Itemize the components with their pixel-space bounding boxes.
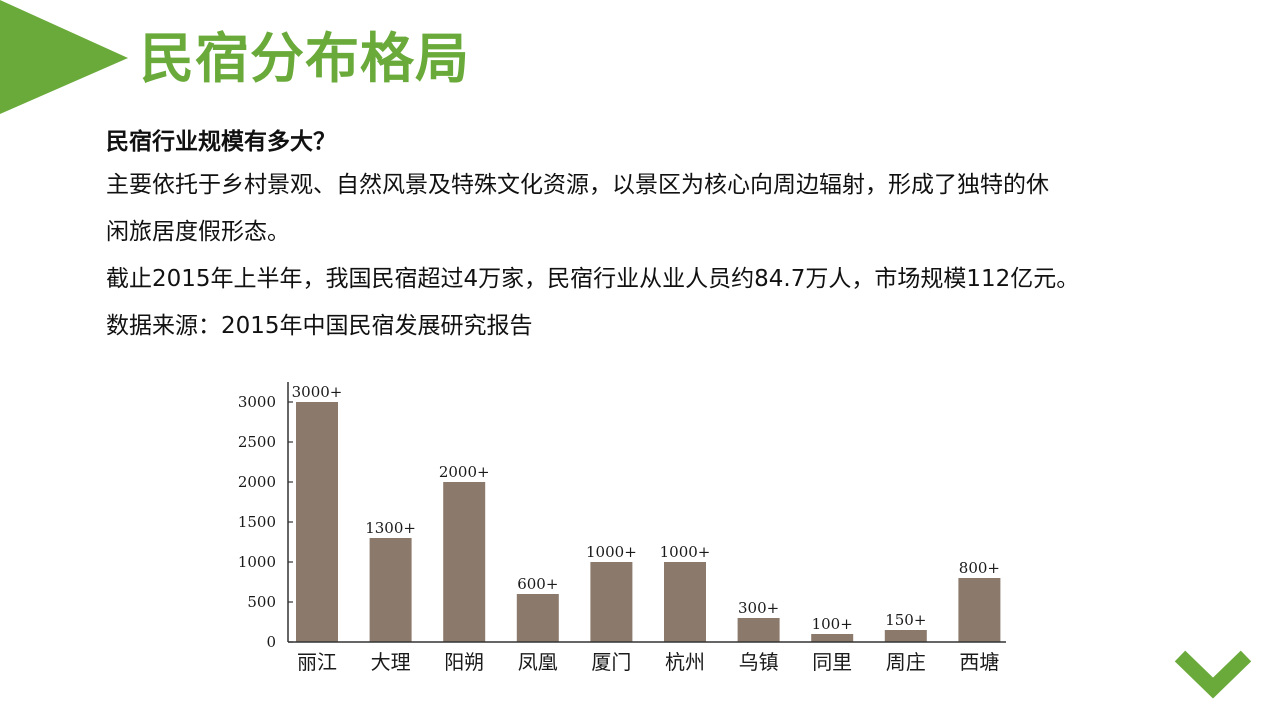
description-line-1: 主要依托于乡村景观、自然风景及特殊文化资源，以景区为核心向周边辐射，形成了独特的… — [106, 172, 1049, 198]
bar-value-label: 1000+ — [586, 543, 637, 561]
bar-value-label: 1300+ — [365, 519, 416, 537]
x-tick-label: 凤凰 — [518, 650, 558, 674]
bar — [737, 618, 780, 642]
x-tick-label: 西塘 — [959, 650, 999, 674]
stats-line: 截止2015年上半年，我国民宿超过4万家，民宿行业从业人员约84.7万人，市场规… — [106, 266, 1080, 292]
description-line-2: 闲旅居度假形态。 — [106, 219, 290, 245]
y-tick-label: 3000 — [238, 393, 276, 411]
x-tick-label: 大理 — [371, 650, 411, 674]
x-tick-label: 丽江 — [297, 650, 337, 674]
bar — [590, 562, 633, 642]
content-block: 民宿行业规模有多大？ 主要依托于乡村景观、自然风景及特殊文化资源，以景区为核心向… — [106, 122, 1246, 350]
bar-chart: 3000+ 丽江 1300+ 大理 2000+ 阳朔 600+ 凤凰 1000+ 厦门 1000+ 杭… — [238, 382, 1006, 674]
bar-value-label: 2000+ — [439, 463, 490, 481]
labels-layer: 3000+ 丽江 1300+ 大理 2000+ 阳朔 600+ 凤凰 1000+ 厦门 1000+ 杭… — [292, 383, 1000, 674]
bar — [664, 562, 706, 642]
y-tick-label: 2000 — [238, 473, 276, 491]
x-tick-label: 周庄 — [886, 650, 926, 674]
x-tick-label: 厦门 — [591, 650, 631, 674]
x-tick-label: 阳朔 — [444, 650, 484, 674]
bar — [296, 402, 338, 642]
bar — [811, 634, 854, 642]
bar — [443, 482, 486, 642]
y-tick-label: 1500 — [238, 513, 276, 531]
bar-value-label: 100+ — [812, 615, 853, 633]
bar-value-label: 3000+ — [292, 383, 343, 401]
bar-value-label: 800+ — [959, 559, 1000, 577]
bar-value-label: 1000+ — [660, 543, 711, 561]
question-heading: 民宿行业规模有多大？ — [106, 129, 336, 155]
y-tick-label: 2500 — [238, 433, 276, 451]
bar — [884, 630, 927, 642]
y-tick-label: 1000 — [238, 553, 276, 571]
x-tick-label: 杭州 — [665, 650, 705, 674]
bar — [958, 578, 1001, 642]
bars-layer — [296, 402, 1001, 642]
source-line: 数据来源：2015年中国民宿发展研究报告 — [106, 313, 533, 339]
y-tick-label: 0 — [266, 633, 276, 651]
x-tick-label: 同里 — [812, 650, 852, 674]
chevron-down-icon[interactable] — [1172, 646, 1256, 704]
x-tick-label: 乌镇 — [739, 650, 779, 674]
axes-layer: 0 500 1000 1500 2000 2500 3000 — [238, 382, 1006, 651]
bar-value-label: 600+ — [517, 575, 558, 593]
y-tick-label: 500 — [247, 593, 276, 611]
header-triangle-icon — [0, 0, 128, 114]
bar — [516, 594, 559, 642]
bar-value-label: 150+ — [885, 611, 926, 629]
page-title: 民宿分布格局 — [140, 27, 470, 90]
bar-value-label: 300+ — [738, 599, 779, 617]
bar — [369, 538, 412, 642]
